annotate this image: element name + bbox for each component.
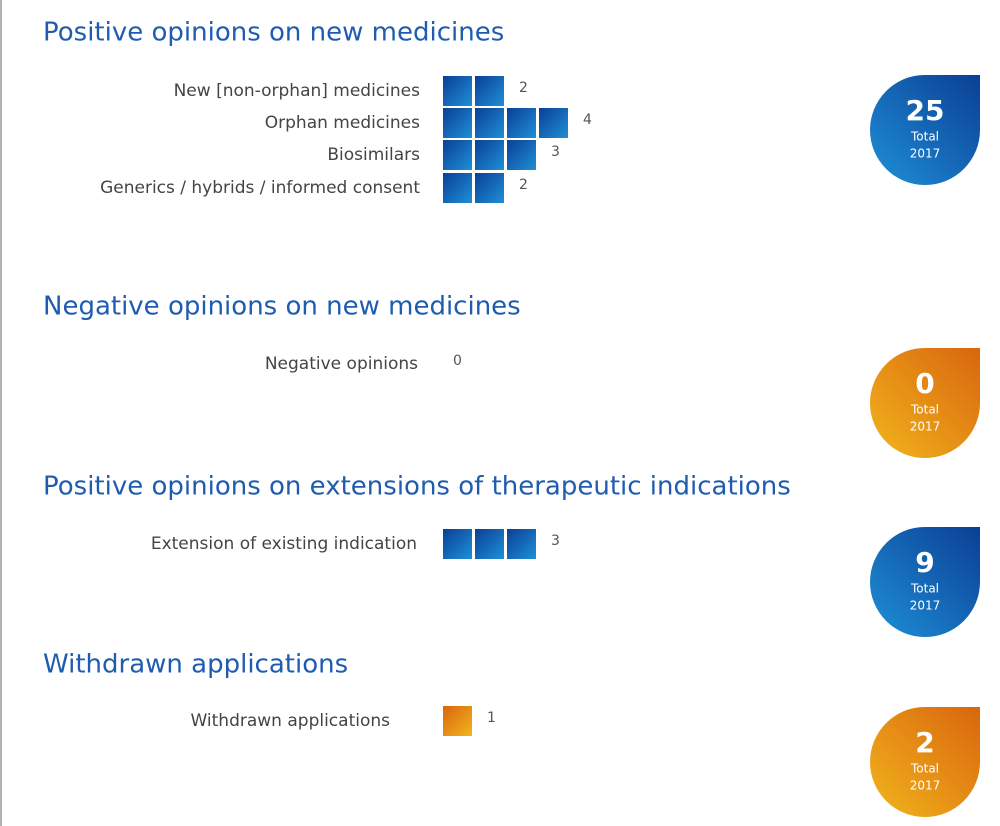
unit-square xyxy=(475,76,504,106)
row-label: Negative opinions xyxy=(265,354,418,374)
total-label: Total xyxy=(910,582,939,596)
row-label: Generics / hybrids / informed consent xyxy=(100,178,420,198)
total-label: Total xyxy=(910,130,939,144)
unit-square xyxy=(507,108,536,138)
unit-square xyxy=(443,140,472,170)
row-value: 1 xyxy=(487,710,496,726)
row-label: Extension of existing indication xyxy=(151,534,417,554)
unit-square xyxy=(475,140,504,170)
unit-square xyxy=(443,108,472,138)
unit-bar xyxy=(443,173,504,203)
total-value: 0 xyxy=(915,367,934,400)
section-title: Positive opinions on new medicines xyxy=(43,18,504,48)
total-year: 2017 xyxy=(910,779,941,793)
total-year: 2017 xyxy=(910,599,941,613)
total-label: Total xyxy=(910,403,939,417)
unit-square xyxy=(475,529,504,559)
unit-square xyxy=(475,108,504,138)
unit-bar xyxy=(443,76,504,106)
row-value: 4 xyxy=(583,112,592,128)
total-value: 9 xyxy=(915,546,934,579)
total-year: 2017 xyxy=(910,147,941,161)
unit-bar xyxy=(443,706,472,736)
total-badge xyxy=(870,348,980,458)
row-value: 2 xyxy=(519,177,528,193)
total-badge xyxy=(870,527,980,637)
row-value: 2 xyxy=(519,80,528,96)
total-value: 2 xyxy=(915,726,934,759)
total-value: 25 xyxy=(906,94,945,127)
row-label: New [non-orphan] medicines xyxy=(174,81,421,101)
row-label: Withdrawn applications xyxy=(190,711,390,731)
unit-square xyxy=(443,529,472,559)
unit-square xyxy=(443,706,472,736)
unit-square xyxy=(507,140,536,170)
total-label: Total xyxy=(910,762,939,776)
unit-square xyxy=(539,108,568,138)
unit-bar xyxy=(443,108,568,138)
unit-square xyxy=(475,173,504,203)
row-value: 3 xyxy=(551,533,560,549)
section-title: Negative opinions on new medicines xyxy=(43,292,521,322)
total-badge xyxy=(870,75,980,185)
row-label: Orphan medicines xyxy=(265,113,420,133)
row-value: 3 xyxy=(551,144,560,160)
unit-square xyxy=(443,76,472,106)
unit-square xyxy=(507,529,536,559)
row-value: 0 xyxy=(453,353,462,369)
total-year: 2017 xyxy=(910,420,941,434)
section-title: Withdrawn applications xyxy=(43,650,348,680)
unit-square xyxy=(443,173,472,203)
total-badge xyxy=(870,707,980,817)
section-title: Positive opinions on extensions of thera… xyxy=(43,472,791,502)
row-label: Biosimilars xyxy=(327,145,420,165)
unit-bar xyxy=(443,140,536,170)
unit-bar xyxy=(443,529,536,559)
